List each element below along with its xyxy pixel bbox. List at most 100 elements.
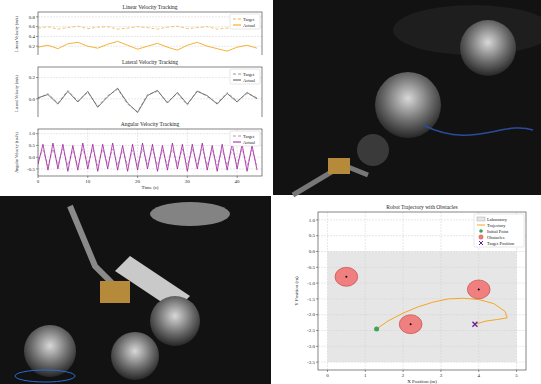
chart-background: [0, 117, 272, 188]
arm: [70, 206, 120, 291]
grid-line: [38, 77, 262, 78]
legend-key: [233, 142, 241, 143]
title: Robot Trajectory with Obstacles: [386, 204, 457, 210]
axis-label: Y Position (m): [294, 276, 299, 306]
marks: [38, 143, 257, 171]
line: [38, 26, 257, 29]
tick-label: 3: [440, 373, 443, 378]
grid-line: [38, 168, 262, 169]
obstacle-center: [478, 288, 480, 290]
legend-label: Laboratory: [487, 217, 508, 222]
legend-key: [477, 225, 485, 226]
tick: [38, 176, 39, 178]
tick: [137, 176, 138, 178]
tick-label: 0.0: [29, 97, 36, 102]
legend: TargetActual: [230, 14, 260, 29]
grid-line: [38, 98, 262, 99]
tick-label: 0.4: [29, 34, 36, 39]
frame: [38, 67, 262, 120]
tick-label: -0.5: [27, 167, 35, 172]
legend-label: Target: [243, 134, 255, 139]
chart-background: [278, 200, 536, 382]
obstacle: [399, 315, 422, 334]
legend-key: [479, 241, 483, 245]
legend-key: [233, 19, 241, 20]
tick-label: 30: [185, 179, 191, 184]
marks: [38, 88, 257, 112]
frame: [38, 129, 262, 176]
grid-line: [38, 26, 262, 27]
legend-key: [479, 229, 483, 233]
legend-box: [474, 214, 524, 247]
tick-label: -1.0: [307, 281, 315, 286]
line: [38, 88, 257, 112]
photo-background: [0, 196, 271, 384]
grid-line: [440, 212, 441, 370]
legend-key: [233, 80, 241, 81]
title: Lateral Velocity Tracking: [122, 59, 178, 65]
tick-label: -2.0: [307, 312, 315, 317]
grid-line: [318, 330, 526, 331]
plot-area: [38, 129, 262, 176]
plot-area: [38, 12, 262, 56]
photo: [273, 0, 541, 195]
robot: [150, 296, 200, 346]
tick-label: 0: [326, 373, 329, 378]
tick-label: 1.0: [29, 131, 36, 136]
grid-line: [318, 298, 526, 299]
legend-label: Actual: [243, 23, 256, 28]
tick-label: -0.5: [307, 265, 315, 270]
legend-box: [230, 131, 260, 146]
legend-label: Trajectory: [487, 223, 506, 228]
axis-label: X Position (m): [407, 379, 437, 384]
grid-line: [403, 212, 404, 370]
grid-line: [318, 251, 526, 252]
tick: [87, 176, 88, 178]
grid-line: [365, 212, 366, 370]
legend: TargetActual: [230, 69, 260, 84]
robot: [111, 332, 159, 380]
axes: 1.00.50.0-0.5-1.0-1.5-2.0-2.5-3.0-3.5012…: [307, 212, 526, 378]
base-ring: [15, 370, 75, 382]
tick-label: 2: [402, 373, 405, 378]
axis-label: Angular Velocity (rad/s): [14, 132, 19, 173]
robot: [24, 325, 76, 377]
line: [38, 41, 257, 51]
photo: [0, 196, 271, 384]
marks: [38, 26, 257, 51]
legend-label: Target: [243, 72, 255, 77]
tick-label: 40: [235, 179, 241, 184]
point: [374, 326, 379, 331]
legend: TargetActual: [230, 131, 260, 146]
title: Angular Velocity Tracking: [121, 121, 180, 127]
tick-label: 0.0: [309, 249, 316, 254]
tick: [187, 176, 188, 178]
legend-label: Actual: [243, 78, 256, 83]
obstacle-center: [345, 276, 347, 278]
grid-line: [38, 36, 262, 37]
legend-label: Obstacles: [487, 235, 505, 240]
axes: -0.50.00.51.0010203040: [27, 129, 262, 184]
tick-label: -1.5: [307, 297, 315, 302]
grid-line: [327, 212, 328, 370]
figure: 0.00.20.40.60.8Linear Velocity TrackingL…: [0, 0, 541, 384]
tick-label: 0: [37, 179, 40, 184]
line: [38, 143, 257, 171]
tick-label: 0.2: [29, 44, 36, 49]
legend-key: [477, 217, 485, 221]
tick-label: 0.5: [309, 233, 316, 238]
chart: -0.50.00.51.0010203040Angular Velocity T…: [0, 117, 272, 190]
tick-label: 20: [135, 179, 141, 184]
grid-line: [38, 133, 262, 134]
gripper: [100, 281, 130, 303]
legend-box: [230, 69, 260, 84]
legend-box: [230, 14, 260, 29]
legend-label: Target Position: [487, 241, 515, 246]
tick-label: 1.0: [309, 218, 316, 223]
tick-label: 0.0: [29, 155, 36, 160]
grid-line: [38, 145, 262, 146]
axis-label: Lateral Velocity (m/s): [14, 75, 19, 112]
axes: -0.20.00.2: [27, 75, 262, 122]
plot-area: [318, 212, 526, 370]
tick-label: 1: [364, 373, 367, 378]
